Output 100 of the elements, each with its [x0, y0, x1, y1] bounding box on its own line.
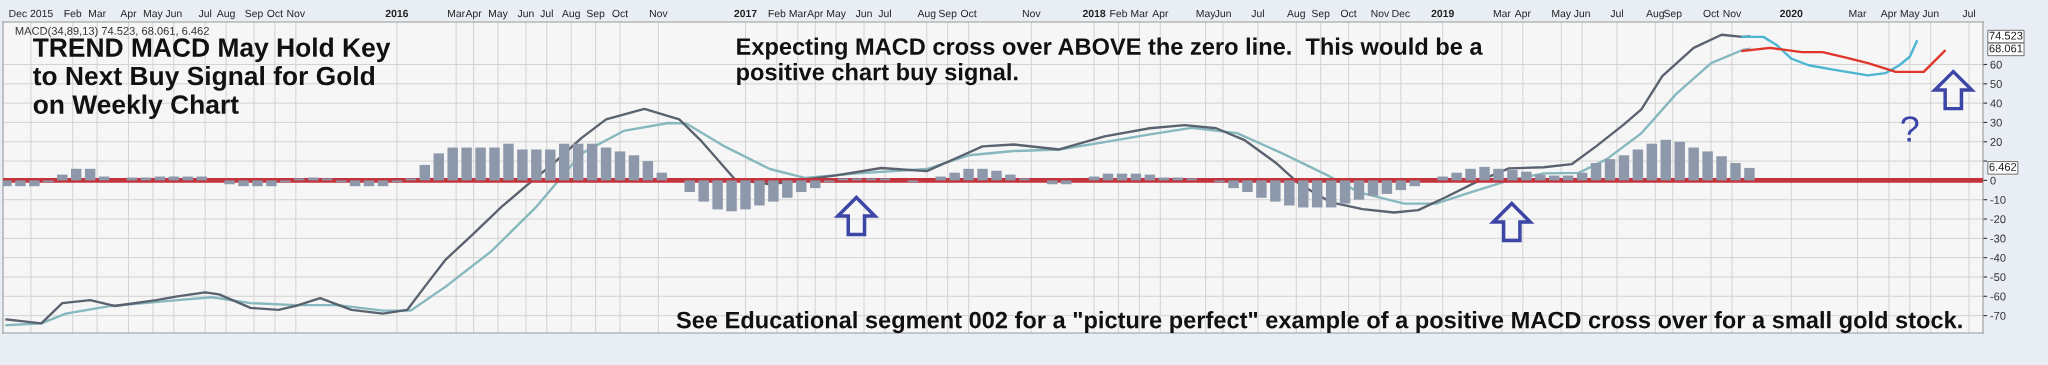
bar — [1618, 155, 1630, 181]
text: 6.462 — [1989, 162, 2017, 171]
bar — [1604, 159, 1616, 181]
y-tick-label: -20 — [1990, 215, 2006, 224]
x-tick-label: Oct — [267, 9, 283, 18]
x-tick-label: Feb — [64, 9, 82, 18]
annotation: TREND MACD May Hold Key to Next Buy Signal for Gold on Weekly Chart — [33, 37, 391, 120]
bar — [1674, 141, 1685, 181]
bar — [712, 180, 723, 210]
x-tick-label: Sep — [1311, 9, 1330, 20]
x-tick-label: 2018 — [1082, 9, 1106, 18]
x-tick-label: Oct — [960, 9, 977, 18]
bar — [266, 180, 277, 187]
bar — [1479, 166, 1490, 181]
bar — [1493, 168, 1504, 181]
x-tick-label: Sep — [938, 9, 957, 20]
bar — [1730, 163, 1741, 181]
bar — [1325, 180, 1337, 208]
bar — [614, 151, 626, 181]
x-tick-label: Dec 2015 — [9, 9, 53, 18]
bar — [1047, 180, 1058, 185]
y-tick-label: -60 — [1990, 292, 2006, 301]
bar — [461, 147, 472, 181]
bar — [698, 180, 709, 202]
x-tick-label: Jul — [1251, 9, 1264, 18]
annotation: See Educational segment 002 for a "picture perfect" example of a positive MACD cross over for a small gold stock. — [676, 311, 1962, 334]
x-tick-label: Jul — [198, 9, 212, 18]
text: 74.523 — [1989, 31, 2023, 40]
x-tick-label: Aug — [216, 9, 235, 20]
bar — [1381, 180, 1393, 194]
y-tick-label: -70 — [1990, 311, 2006, 320]
x-tick-label: Mar — [1493, 9, 1511, 18]
x-tick-label: Nov — [1723, 9, 1742, 18]
x-tick-label: Jun — [517, 9, 534, 18]
x-tick-label: Apr — [1152, 9, 1169, 20]
bar — [628, 155, 640, 181]
bar — [1507, 169, 1518, 181]
bar — [1646, 143, 1658, 181]
bar — [1395, 180, 1407, 191]
bar — [1311, 180, 1323, 208]
x-tick-label: Oct — [1703, 9, 1720, 18]
x-tick-label: Apr — [465, 9, 482, 20]
bar — [1242, 180, 1253, 192]
x-tick-label: Nov — [1022, 9, 1041, 18]
bar — [224, 180, 235, 185]
bar — [684, 180, 695, 192]
bar — [363, 180, 375, 187]
x-tick-label: Sep — [1663, 9, 1682, 20]
line-series — [1741, 46, 1946, 74]
x-tick-label: Jun — [1573, 9, 1590, 18]
y-tick-label: -10 — [1990, 195, 2006, 204]
bar — [1660, 139, 1672, 181]
x-tick-label: Jul — [540, 9, 553, 18]
bar — [3, 180, 12, 187]
y-tick-label: 20 — [1990, 138, 2002, 146]
bar — [559, 143, 570, 181]
bar — [1298, 180, 1309, 208]
bar — [70, 168, 82, 181]
bar — [1702, 151, 1713, 181]
x-tick-label: Aug — [561, 9, 580, 20]
bar — [1256, 180, 1267, 198]
bar — [489, 147, 500, 181]
x-tick-label: Aug — [1287, 9, 1305, 20]
y-tick-label: 50 — [1990, 80, 2002, 88]
bar — [740, 180, 751, 210]
bar — [84, 168, 96, 181]
bar — [238, 180, 249, 187]
y-tick-label: -30 — [1990, 234, 2006, 243]
bar — [1632, 149, 1644, 181]
x-tick-label: Jun — [1922, 9, 1939, 18]
x-tick-label: Jun — [165, 9, 182, 18]
bar — [1339, 180, 1351, 204]
x-tick-label: 2020 — [1780, 9, 1803, 18]
annotation: ? — [1901, 116, 1919, 142]
bar — [1465, 168, 1476, 181]
x-tick-label: 2017 — [734, 9, 757, 18]
bar — [1744, 167, 1755, 181]
bar — [768, 180, 779, 202]
bar — [517, 149, 528, 181]
y-tick-label: -40 — [1990, 253, 2006, 262]
bar — [531, 149, 542, 181]
bar — [29, 180, 40, 187]
bar — [503, 143, 514, 181]
bar — [809, 180, 821, 189]
bar — [1535, 174, 1546, 181]
bar — [1353, 180, 1365, 200]
bar — [796, 180, 807, 192]
text: 68.061 — [1989, 44, 2023, 53]
x-tick-label: Mar — [1849, 9, 1867, 18]
bar — [1716, 156, 1727, 181]
bar — [545, 149, 556, 181]
bar — [447, 147, 458, 181]
x-tick-label: May — [143, 9, 163, 20]
x-tick-label: Mar — [448, 9, 465, 18]
x-tick-label: Nov — [649, 9, 668, 18]
bar — [586, 143, 598, 181]
bar — [252, 180, 263, 187]
x-tick-label: Sep — [245, 9, 263, 20]
bar — [977, 168, 988, 181]
bar — [475, 147, 486, 181]
